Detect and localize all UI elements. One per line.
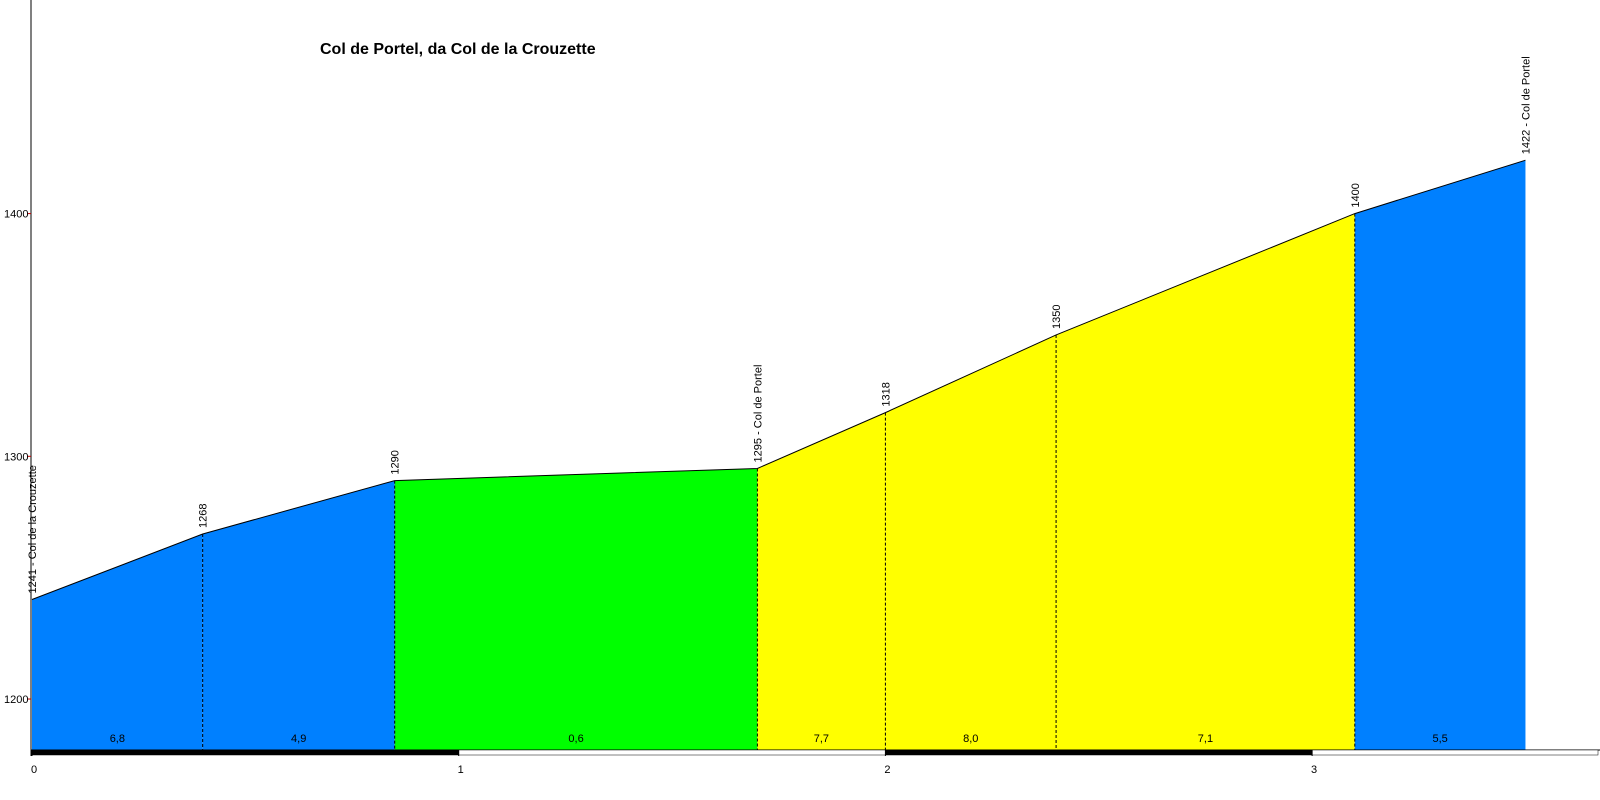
y-tick-label: 1200 — [4, 694, 28, 706]
gradient-label: 7,7 — [814, 733, 829, 745]
gradient-label: 0,6 — [568, 733, 583, 745]
distance-bar — [885, 749, 1313, 756]
y-tick-label: 1400 — [4, 209, 28, 221]
point-label: 1290 — [390, 450, 402, 474]
distance-bar — [1311, 749, 1599, 756]
x-tick-label: 0 — [31, 764, 37, 776]
point-label: 1400 — [1350, 183, 1362, 207]
gradient-segment — [394, 468, 758, 750]
x-tick-label: 3 — [1311, 764, 1317, 776]
distance-bar — [458, 749, 886, 756]
x-tick-label: 2 — [884, 764, 890, 776]
profile-line — [31, 159, 1526, 600]
gradient-label: 6,8 — [110, 733, 125, 745]
gradient-segment — [32, 533, 203, 750]
gradient-label: 7,1 — [1198, 733, 1213, 745]
point-label: 1318 — [880, 382, 892, 406]
gradient-segment — [885, 334, 1057, 750]
gradient-label: 8,0 — [963, 733, 978, 745]
y-tick-label: 1300 — [4, 451, 28, 463]
point-label: 1268 — [198, 503, 210, 527]
point-label: 1422 - Col de Portel — [1520, 56, 1532, 154]
gradient-segment — [1354, 160, 1526, 751]
gradient-segment — [1056, 213, 1355, 751]
point-label: 1241 - Col de la Crouzette — [27, 465, 39, 593]
x-tick-label: 1 — [458, 764, 464, 776]
point-label: 1350 — [1051, 304, 1063, 328]
gradient-label: 4,9 — [291, 733, 306, 745]
chart-title: Col de Portel, da Col de la Crouzette — [320, 41, 596, 58]
gradient-label: 5,5 — [1432, 733, 1447, 745]
point-label: 1295 - Col de Portel — [752, 365, 764, 463]
distance-bar — [31, 749, 459, 756]
gradient-segment — [757, 412, 886, 750]
gradient-segment — [202, 480, 395, 750]
